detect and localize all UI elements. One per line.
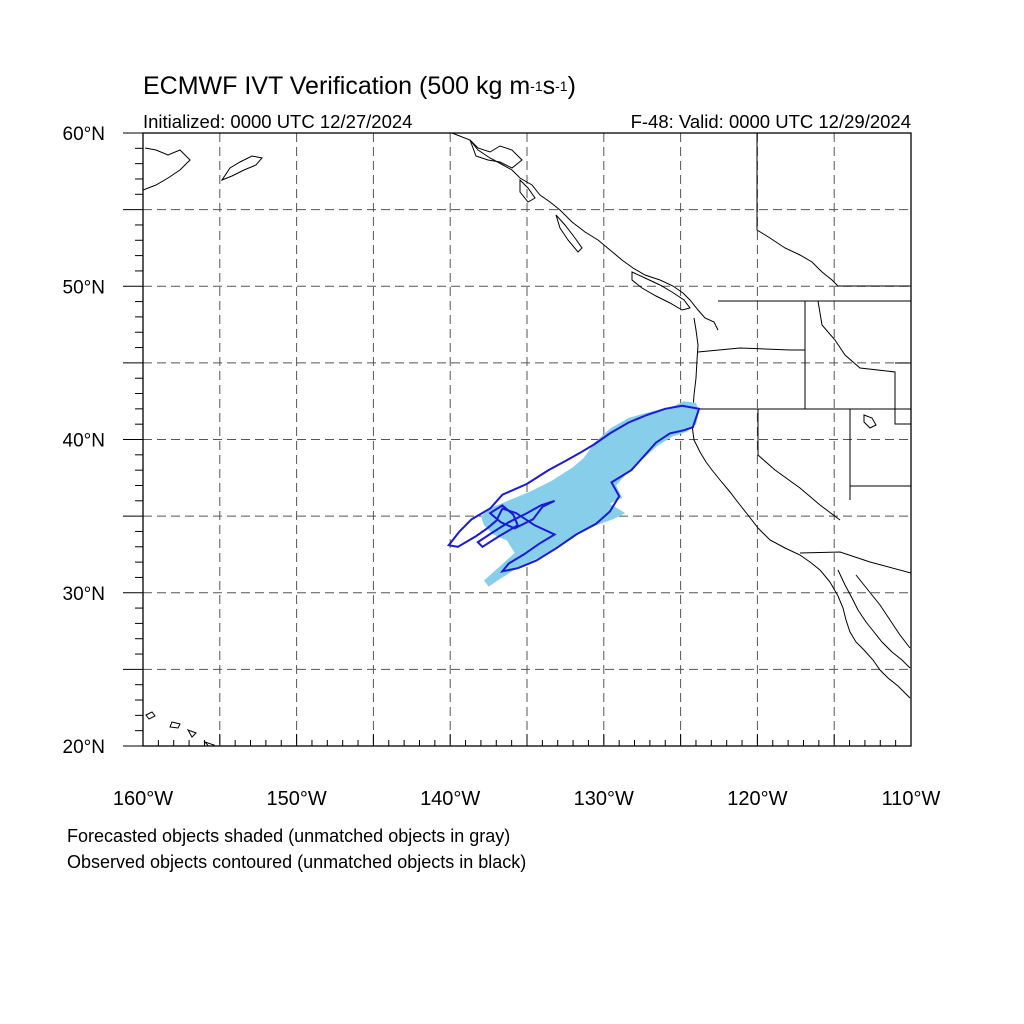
us-mexico-border <box>799 551 911 574</box>
lat-label: 50°N <box>63 277 105 298</box>
latitude-labels: 60°N 50°N 40°N 30°N 20°N <box>63 124 105 758</box>
map-gridlines <box>143 133 911 746</box>
wa-or-border <box>697 347 805 353</box>
ca-nv-border <box>757 409 841 521</box>
alaska-peninsula <box>143 147 191 191</box>
bc-coastline <box>451 133 719 331</box>
lon-label: 120°W <box>727 788 787 810</box>
lat-label: 20°N <box>63 737 105 758</box>
mt-id-border <box>817 300 911 425</box>
title-sup-1: -1 <box>530 78 543 94</box>
lat-label: 40°N <box>63 431 105 452</box>
baja-coastline <box>837 569 911 669</box>
legend-line-observed: Observed objects contoured (unmatched ob… <box>67 852 527 872</box>
longitude-labels: 160°W 150°W 140°W 130°W 120°W 110°W <box>113 788 941 810</box>
island-alaska-1 <box>469 139 523 169</box>
island-haida <box>555 214 583 253</box>
lat-label: 30°N <box>63 584 105 605</box>
lon-label: 150°W <box>266 788 326 810</box>
bc-alberta-border <box>756 133 911 287</box>
map-geography <box>143 133 911 746</box>
lon-label: 110°W <box>882 788 941 810</box>
lon-label: 140°W <box>420 788 480 810</box>
hawaii-islands <box>145 711 216 746</box>
observed-ivt-contour-inner <box>476 499 556 549</box>
title-text-mid: s <box>542 72 556 100</box>
gulf-california-coast <box>855 574 911 649</box>
initialized-label: Initialized: 0000 UTC 12/27/2024 <box>143 111 413 132</box>
lon-label: 160°W <box>113 788 173 810</box>
title-text-prefix: ECMWF IVT Verification (500 kg m <box>143 72 531 100</box>
us-west-coastline <box>691 317 911 699</box>
great-salt-lake <box>863 414 877 429</box>
chart-title: ECMWF IVT Verification (500 kg m-1s-1) <box>143 72 576 101</box>
island-alaska-2 <box>519 178 536 203</box>
axis-ticks <box>123 132 912 747</box>
lon-label: 130°W <box>574 788 634 810</box>
lat-label: 60°N <box>63 124 105 145</box>
political-borders <box>693 133 911 574</box>
kodiak-islands <box>220 155 263 182</box>
valid-label: F-48: Valid: 0000 UTC 12/29/2024 <box>630 111 911 132</box>
observed-ivt-contour-outer <box>446 404 701 573</box>
legend-line-forecast: Forecasted objects shaded (unmatched obj… <box>67 826 511 846</box>
forecast-ivt-object <box>480 401 699 587</box>
island-vancouver <box>631 271 691 311</box>
title-text-suffix: ) <box>567 72 576 100</box>
title-sup-2: -1 <box>555 78 568 94</box>
